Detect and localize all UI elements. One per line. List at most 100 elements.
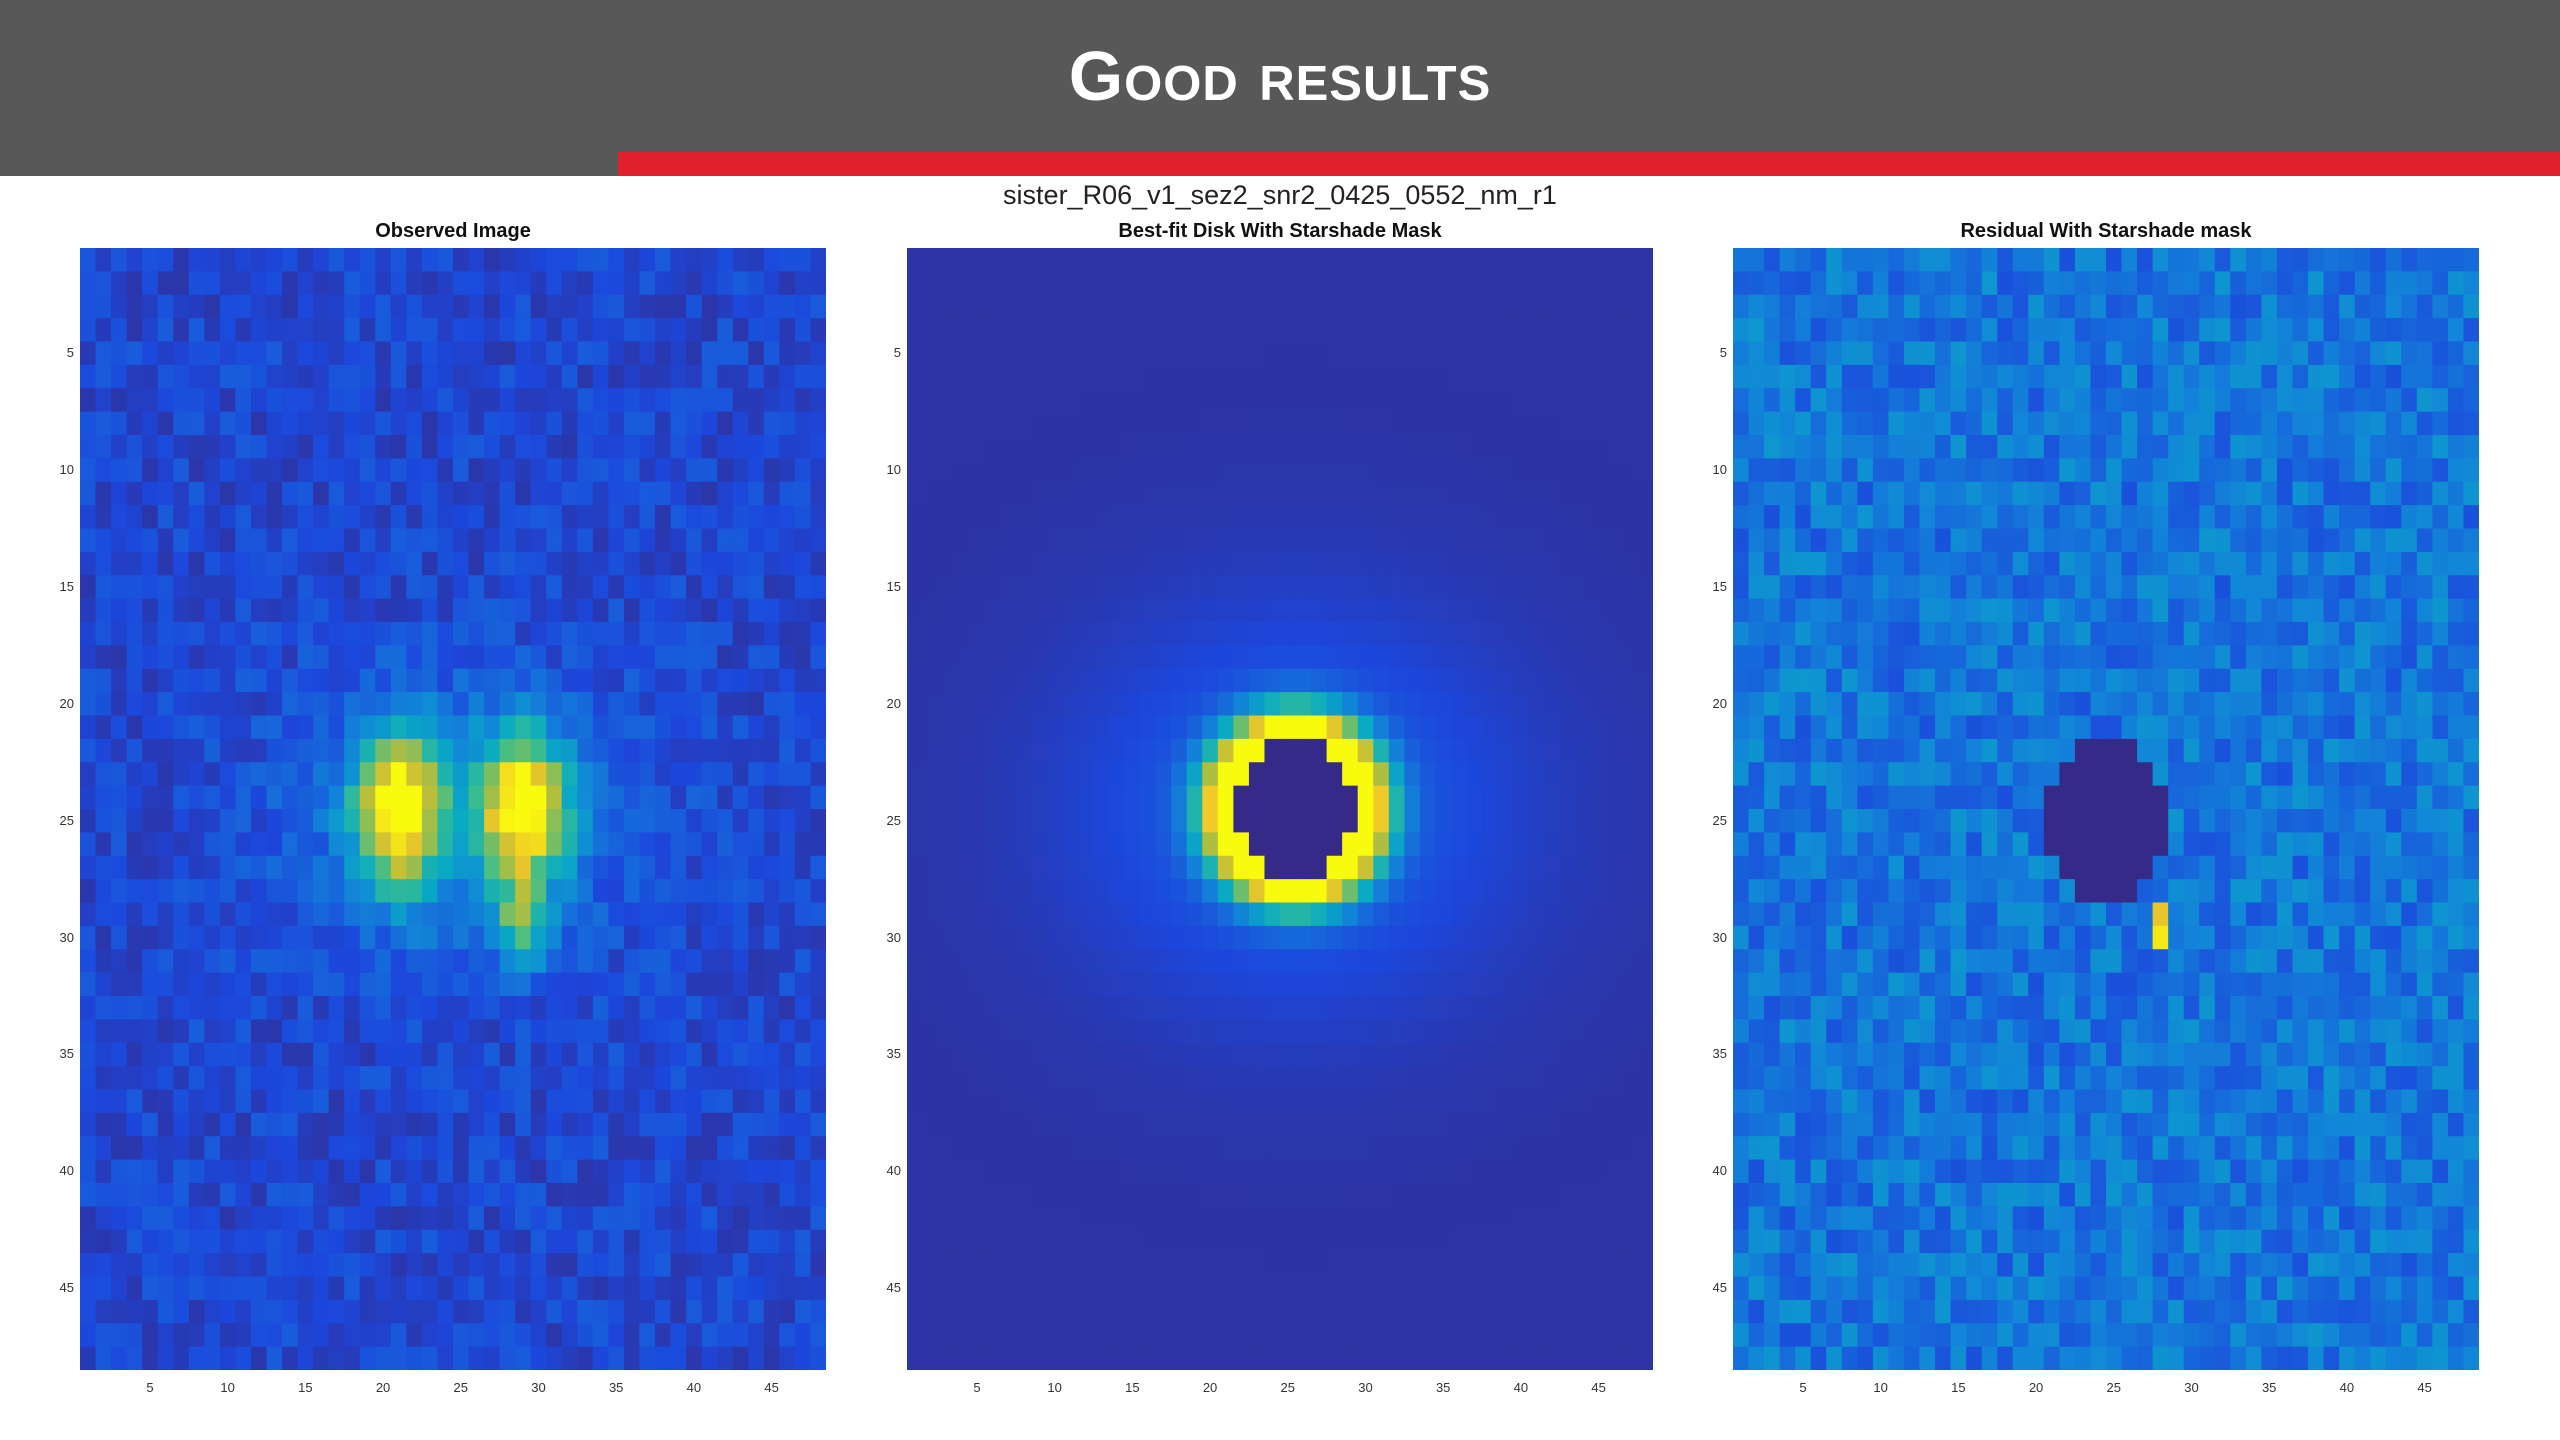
heatmap-cell: [1466, 341, 1483, 366]
heatmap-cell: [1373, 738, 1390, 763]
heatmap-cell: [561, 388, 578, 413]
heatmap-cell: [1419, 341, 1437, 366]
heatmap-cell: [1311, 1019, 1328, 1044]
heatmap-cell: [763, 622, 780, 646]
heatmap-cell: [907, 622, 924, 646]
heatmap-cell: [1482, 294, 1499, 319]
heatmap-cell: [2292, 341, 2309, 366]
heatmap-cell: [1733, 248, 1750, 272]
heatmap-cell: [142, 1136, 159, 1161]
heatmap-cell: [515, 1346, 532, 1370]
heatmap-cell: [126, 1323, 143, 1348]
heatmap-cell: [1482, 364, 1499, 389]
heatmap-cell: [297, 271, 314, 296]
heatmap-cell: [297, 738, 314, 763]
heatmap-cell: [1124, 318, 1141, 343]
heatmap-cell: [701, 949, 718, 974]
heatmap-cell: [546, 879, 563, 904]
heatmap-cell: [1544, 855, 1561, 880]
heatmap-cell: [359, 785, 376, 810]
heatmap-cell: [969, 1206, 986, 1231]
heatmap-cell: [1233, 902, 1250, 927]
heatmap-cell: [344, 762, 361, 787]
heatmap-cell: [1186, 972, 1203, 997]
heatmap-cell: [1810, 294, 1827, 319]
heatmap-cell: [670, 762, 687, 787]
heatmap-cell: [80, 551, 97, 576]
heatmap-cell: [639, 762, 656, 787]
heatmap-cell: [1575, 996, 1592, 1020]
heatmap-cell: [1621, 949, 1639, 974]
heatmap-cell: [1575, 1276, 1592, 1301]
heatmap-cell: [359, 411, 376, 436]
heatmap-cell: [686, 645, 703, 670]
heatmap-cell: [1000, 411, 1017, 436]
heatmap-cell: [810, 855, 826, 880]
heatmap-cell: [1872, 364, 1890, 389]
heatmap-cell: [701, 996, 718, 1020]
heatmap-cell: [1031, 1089, 1048, 1114]
heatmap-cell: [406, 271, 423, 296]
heatmap-cell: [1171, 785, 1188, 810]
heatmap-cell: [2137, 294, 2154, 319]
heatmap-cell: [111, 1276, 128, 1301]
heatmap-cell: [1326, 1159, 1343, 1184]
heatmap-cell: [810, 364, 826, 389]
heatmap-cell: [717, 832, 734, 857]
heatmap-cell: [437, 1229, 454, 1254]
heatmap-cell: [686, 1112, 703, 1137]
heatmap-cell: [1903, 248, 1921, 272]
heatmap-cell: [794, 481, 812, 506]
heatmap-cell: [1373, 1159, 1390, 1184]
heatmap-cell: [810, 925, 826, 950]
heatmap-cell: [1264, 1346, 1281, 1370]
heatmap-cell: [421, 1346, 439, 1370]
heatmap-cell: [1295, 1136, 1312, 1161]
heatmap-cell: [1450, 879, 1468, 904]
heatmap-cell: [1140, 271, 1157, 296]
heatmap-cell: [359, 1136, 376, 1161]
heatmap-cell: [2043, 318, 2060, 343]
heatmap-cell: [922, 715, 939, 740]
heatmap-cell: [592, 318, 610, 343]
heatmap-cell: [1435, 809, 1452, 833]
heatmap-cell: [779, 388, 796, 413]
heatmap-cell: [1621, 1276, 1639, 1301]
heatmap-cell: [1062, 785, 1079, 810]
heatmap-cell: [282, 1042, 299, 1067]
heatmap-cell: [1015, 294, 1032, 319]
heatmap-cell: [204, 318, 221, 343]
heatmap-cell: [1497, 879, 1514, 904]
heatmap-cell: [763, 294, 780, 319]
heatmap-cell: [1046, 248, 1064, 272]
heatmap-cell: [1093, 388, 1110, 413]
heatmap-cell: [763, 949, 780, 974]
heatmap-cell: [1637, 762, 1653, 787]
heatmap-cell: [639, 1066, 656, 1091]
heatmap-cell: [468, 388, 485, 413]
heatmap-cell: [1186, 668, 1203, 693]
heatmap-cell: [717, 341, 734, 366]
heatmap-cell: [1621, 1253, 1639, 1278]
heatmap-cell: [2308, 294, 2325, 319]
heatmap-cell: [453, 1136, 470, 1161]
heatmap-cell: [1590, 855, 1607, 880]
heatmap-cell: [1528, 1346, 1545, 1370]
heatmap-cell: [1155, 481, 1172, 506]
heatmap-cell: [530, 1346, 547, 1370]
heatmap-cell: [1280, 996, 1297, 1020]
heatmap-cell: [1497, 809, 1514, 833]
heatmap-cell: [2308, 271, 2325, 296]
heatmap-cell: [530, 435, 547, 459]
heatmap-cell: [639, 364, 656, 389]
heatmap-cell: [1357, 551, 1374, 576]
heatmap-cell: [1000, 1206, 1017, 1231]
heatmap-cell: [297, 1183, 314, 1207]
heatmap-cell: [1981, 248, 1998, 272]
heatmap-cell: [561, 1112, 578, 1137]
heatmap-cell: [1046, 1159, 1064, 1184]
heatmap-cell: [142, 458, 159, 483]
heatmap-cell: [1295, 972, 1312, 997]
heatmap-cell: [1155, 575, 1172, 600]
heatmap-cell: [1326, 925, 1343, 950]
